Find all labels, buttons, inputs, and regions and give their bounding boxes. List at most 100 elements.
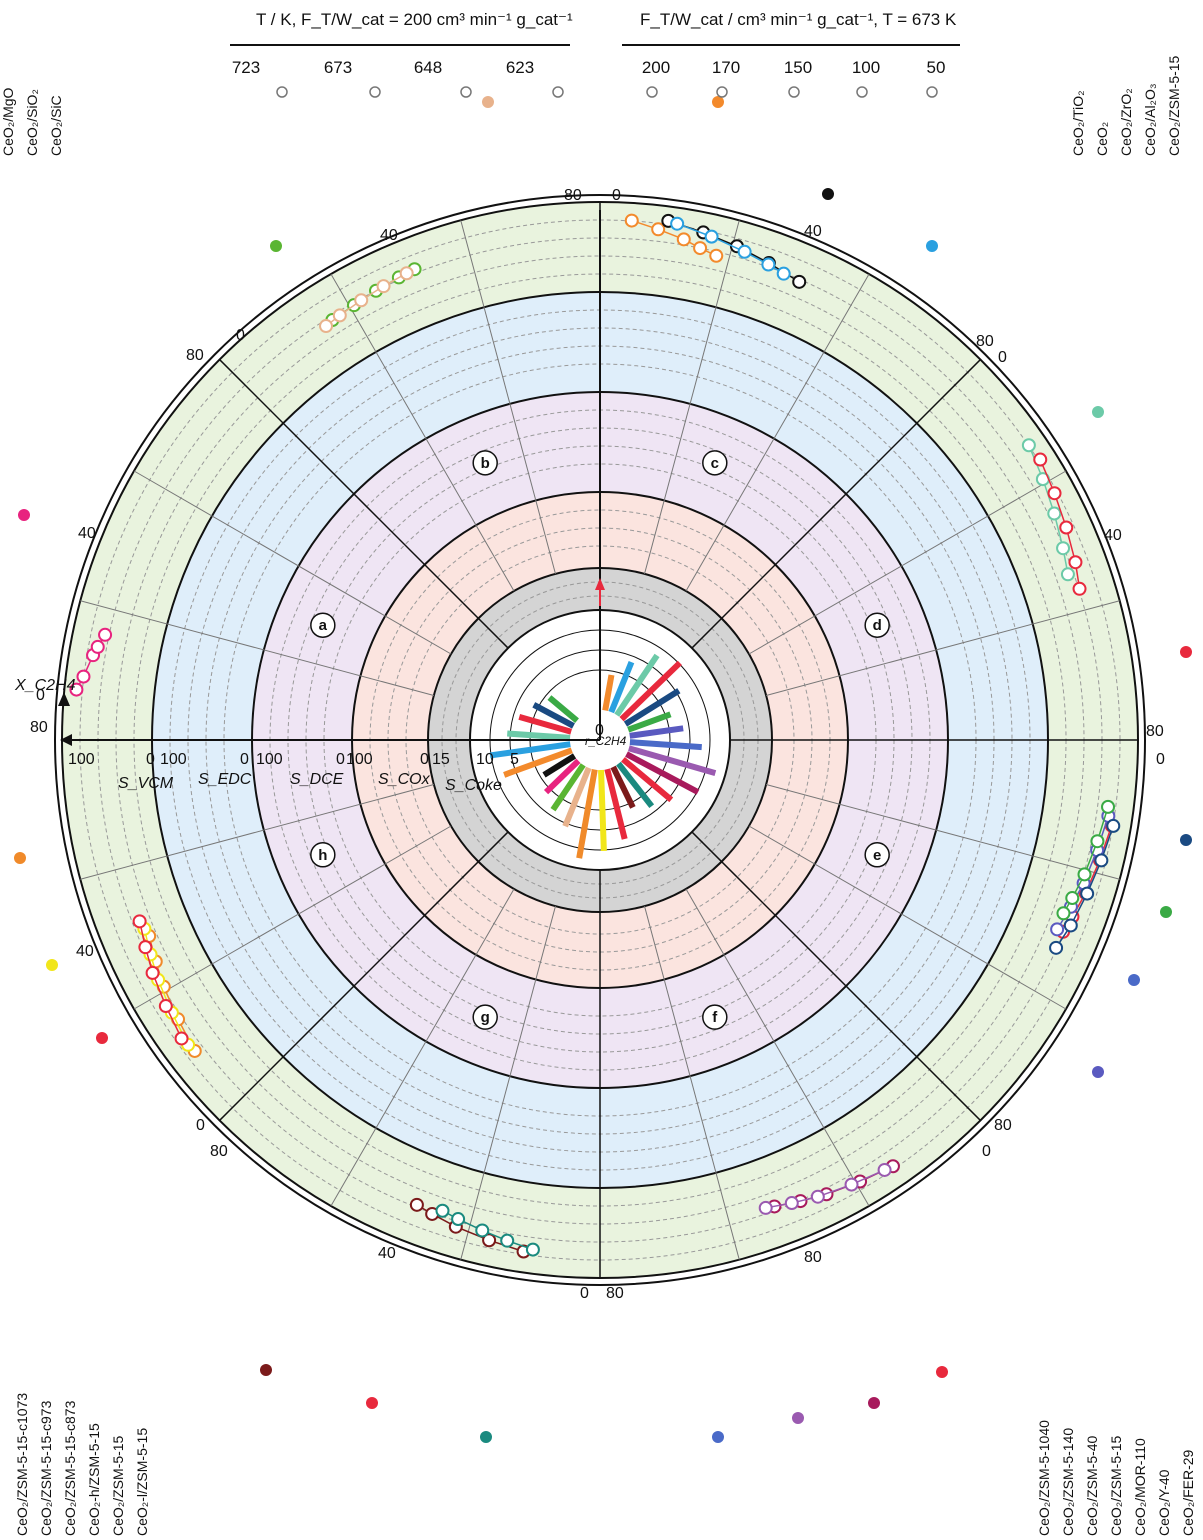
rate-bar-7 [629,739,702,751]
legend-marker-1 [369,86,381,98]
red-arrow [595,578,605,590]
rate-bar-14 [598,769,607,852]
legend-marker-7 [856,86,868,98]
series-point-3-2 [676,232,691,247]
series-point-5-4 [776,266,791,281]
panel-circle-h [310,842,336,868]
panel-label-d: d [873,617,882,634]
rate-bar-20 [503,747,573,778]
series-point-6-4 [1060,567,1075,582]
s-tick-0-cox: 0 [420,751,429,768]
series-point-15-0 [525,1242,540,1257]
rate-bar-8 [628,745,717,776]
sector-line-7 [219,359,509,649]
panel-label-a: a [319,617,328,634]
callout-dot-0 [18,509,30,521]
series-point-15-4 [435,1203,450,1218]
rate-bar-25 [547,695,579,724]
rate-bar-10 [621,756,674,803]
panel-circle-d [864,612,890,638]
series-point-3-3 [693,241,708,256]
series-point-18-4 [132,914,147,929]
axes-layer [58,210,605,746]
ptick-11: 0 [1156,751,1165,768]
legend-marker-3 [552,86,564,98]
series-point-12-3 [1065,891,1080,906]
s-vcm-label: S_VCM [118,775,174,792]
series-point-3-1 [651,222,666,237]
series-point-7-1 [1047,486,1062,501]
series-point-0-4 [98,627,113,642]
panel-labels: a b c d e f g h [310,450,890,1030]
rate-bar-18 [543,758,581,795]
flow-150: 150 [783,58,813,77]
series-point-13-1 [1094,853,1109,868]
series-point-2-3 [376,279,391,294]
legend-marker-8 [926,86,938,98]
ptick-3: 40 [380,227,398,244]
s-tick-0-vcm: 0 [146,751,155,768]
s-tick-100-edc: 100 [160,751,187,768]
sector-subline-5-2 [80,784,434,880]
panel-circle-a [310,612,336,638]
ptick-6: 0 [236,327,245,344]
rate-bar-11 [616,761,655,809]
temp-673: 673 [323,58,353,77]
ptick-1: 80 [564,187,582,204]
series-point-18-1 [158,999,173,1014]
ptick-17: 80 [606,1285,624,1302]
ptick-10: 80 [1146,723,1164,740]
s-tick-0-edc: 0 [240,751,249,768]
rate-bar-23 [518,713,572,735]
ptick-8: 0 [998,349,1007,366]
cat-c873-label: CeO₂/ZSM-5-15-c873 [62,1400,78,1536]
series-point-2-2 [354,293,369,308]
rate-bar-12 [610,765,636,809]
sector-subline-5-1 [133,825,452,1010]
ptick-16: 0 [580,1285,589,1302]
legend-marker-0 [276,86,288,98]
series-point-12-0 [1101,799,1116,814]
ptick-14: 80 [210,1143,228,1160]
sector-line-3 [691,831,981,1121]
series-point-5-1 [704,229,719,244]
series-point-5-2 [737,244,752,259]
ptick-9: 40 [1104,527,1122,544]
r-tick-0: 0 [595,722,604,739]
series-point-10-2 [810,1189,825,1204]
rate-bar-6 [629,725,684,739]
callout-dot-15 [868,1397,880,1409]
legend-marker-6 [788,86,800,98]
panel-circle-b [472,450,498,476]
sector-line-5 [219,831,509,1121]
callout-dot-11 [260,1364,272,1376]
series-point-14-4 [409,1197,424,1212]
series-point-18-0 [174,1031,189,1046]
series-point-5-3 [761,257,776,272]
data-points [69,213,1121,1259]
temp-723: 723 [231,58,261,77]
s-dce-label: S_DCE [290,771,344,788]
flow-legend-rule [622,44,960,46]
callout-dot-14 [936,1366,948,1378]
s-tick-100-cox: 100 [346,751,373,768]
rate-bar-21 [489,741,571,759]
cat-c1073-label: CeO₂/ZSM-5-15-c1073 [14,1392,30,1536]
series-point-13-3 [1063,918,1078,933]
r-tick-5: 5 [510,751,519,768]
series-point-14-1 [482,1233,497,1248]
flow-100: 100 [851,58,881,77]
series-point-7-4 [1072,581,1087,596]
series-point-10-3 [784,1196,799,1211]
series-point-18-2 [145,965,160,980]
sector-subline-2-1 [766,784,1120,880]
rate-bar-16 [562,766,592,828]
s-tick-0-dce: 0 [336,751,345,768]
panel-sectors [54,194,1146,1286]
x-tick-80-left: 80 [30,719,48,736]
cat-l-label: CeO₂-l/ZSM-5-15 [134,1427,150,1536]
series-point-18-3 [138,940,153,955]
s-coke-label: S_Coke [445,777,502,794]
ptick-12: 40 [76,943,94,960]
